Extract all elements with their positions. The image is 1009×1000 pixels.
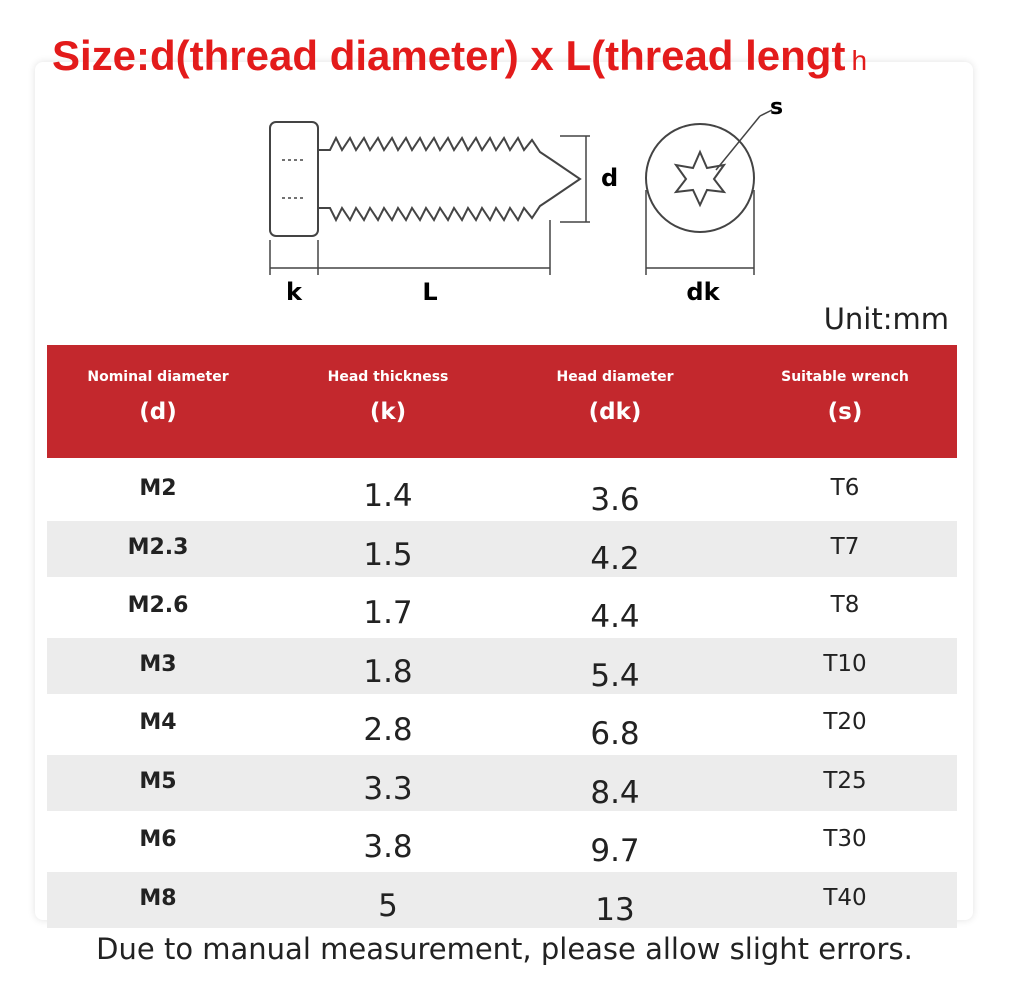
header-symbol: (d) [139, 399, 177, 425]
header-cell: Suitable wrench (s) [730, 345, 960, 425]
screw-diagram: d s k L dk [269, 95, 783, 306]
table-row: M5 3.3 8.4 T25 [47, 754, 957, 811]
title-tail: h [851, 45, 868, 76]
table-cell: 3.8 [363, 829, 413, 865]
table-row: M3 1.8 5.4 T10 [47, 637, 957, 694]
header-label: Head diameter [556, 369, 674, 385]
table-cell: T40 [823, 884, 867, 911]
table-cell: T6 [830, 475, 860, 501]
unit: Unit:mm [823, 302, 949, 336]
table-row: M8 5 13 T40 [47, 871, 957, 928]
table-cell: T7 [830, 533, 860, 560]
table-cell: T20 [823, 709, 867, 735]
table-cell: 1.5 [363, 536, 413, 573]
table-cell: M4 [139, 710, 177, 735]
table-cell: 5 [378, 887, 398, 924]
title: Size:d(thread diameter) x L(thread lengt… [52, 32, 867, 80]
header-symbol: (k) [369, 399, 407, 425]
header-label: Suitable wrench [781, 369, 909, 385]
table-cell: M6 [139, 827, 177, 852]
label-L: L [422, 278, 437, 306]
table-row: M4 2.8 6.8 T20 [47, 696, 957, 752]
label-k: k [286, 278, 303, 306]
table-row: M2 1.4 3.6 T6 [47, 462, 957, 518]
table-cell: M8 [139, 885, 177, 911]
table-cell: 13 [595, 891, 635, 928]
table-cell: 5.4 [590, 657, 640, 694]
title-text: Size:d(thread diameter) x L(thread lengt [52, 32, 846, 79]
table-cell: 4.2 [590, 540, 640, 577]
table-cell: 2.8 [363, 712, 413, 748]
table-cell: M2 [139, 476, 177, 501]
table-cell: 6.8 [590, 716, 640, 752]
table-cell: 1.4 [363, 478, 413, 514]
header-cell: Head diameter (dk) [500, 345, 730, 425]
header-label: Head thickness [327, 369, 449, 385]
table-cell: T25 [823, 767, 867, 794]
table-cell: T10 [823, 650, 867, 677]
table-cell: T30 [823, 826, 867, 852]
table-cell: M5 [139, 768, 177, 794]
table-header: Nominal diameter (d) Head thickness (k) Head… [47, 345, 957, 458]
table-cell: M2.6 [127, 593, 189, 618]
table-cell: 1.7 [363, 595, 413, 631]
table-cell: M3 [139, 651, 177, 677]
table-row: M2.6 1.7 4.4 T8 [47, 579, 957, 635]
table-cell: 3.6 [590, 482, 640, 518]
table-row: M6 3.8 9.7 T30 [47, 813, 957, 869]
table-cell: 8.4 [590, 774, 640, 811]
header-symbol: (dk) [588, 399, 642, 425]
table-cell: 9.7 [590, 833, 640, 869]
header-label: Nominal diameter [87, 369, 229, 385]
table-cell: T8 [830, 592, 860, 618]
table-row: M2.3 1.5 4.2 T7 [47, 520, 957, 577]
table-cell: 4.4 [590, 599, 640, 635]
label-d: d [601, 164, 618, 192]
header-cell: Nominal diameter (d) [43, 345, 273, 425]
header-symbol: (s) [827, 399, 863, 425]
header-cell: Head thickness (k) [273, 345, 503, 425]
table-cell: M2.3 [127, 534, 189, 560]
label-s: s [770, 95, 783, 120]
table-cell: 3.3 [363, 770, 413, 807]
table-cell: 1.8 [363, 653, 413, 690]
label-dk: dk [686, 278, 720, 306]
footnote: Due to manual measurement, please allow … [96, 932, 913, 966]
